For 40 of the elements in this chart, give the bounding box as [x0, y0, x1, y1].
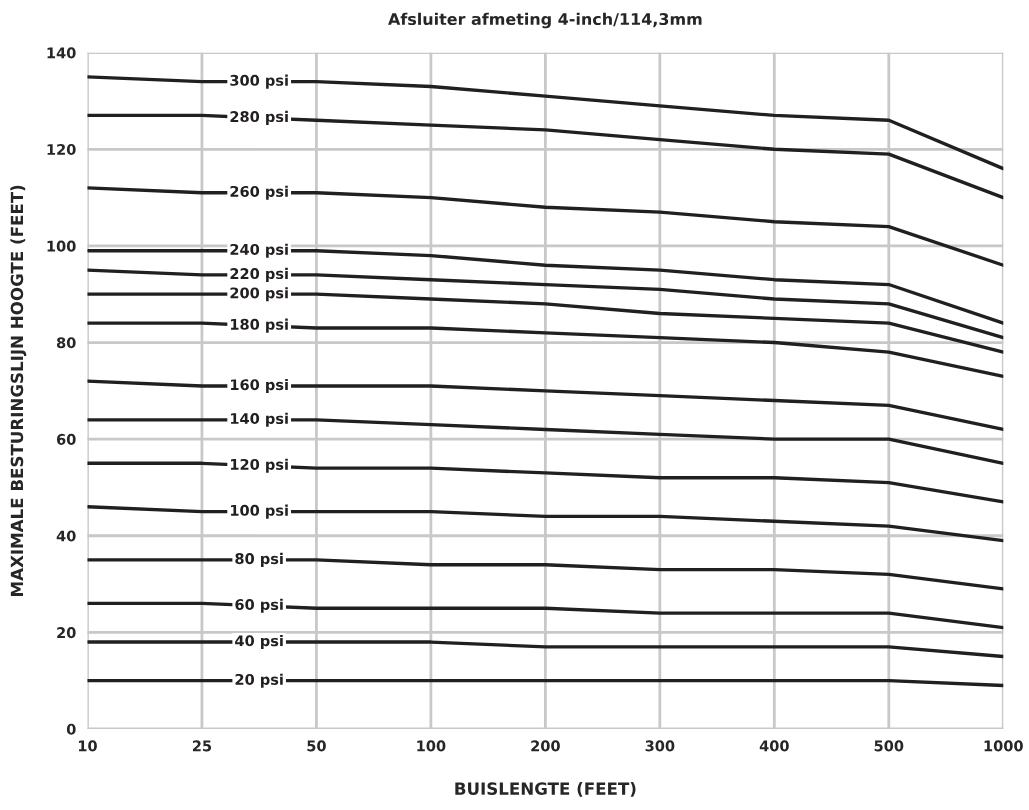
chart-title: Afsluiter afmeting 4-inch/114,3mm: [388, 12, 702, 29]
line-series: [87, 505, 1004, 543]
series-label: 240 psi: [230, 243, 288, 258]
series-label: 160 psi: [231, 378, 288, 394]
series-label: 280 psi: [230, 110, 288, 125]
series-label: 180 psi: [231, 318, 288, 333]
series-label: 40 psi: [235, 634, 283, 650]
x-tick-label: 400: [759, 740, 789, 752]
line-series: [87, 186, 1004, 267]
x-tick-label: 10: [78, 740, 97, 752]
series-label: 200 psi: [230, 287, 288, 302]
x-tick-label: 1000: [984, 740, 1023, 752]
y-axis-title: MAXIMALE BESTURINGSLIJN HOOGTE (FEET): [10, 185, 27, 596]
series-label: 80 psi: [235, 552, 283, 567]
series-label: 140 psi: [231, 412, 288, 427]
line-series: [87, 268, 1004, 340]
y-tick-label: 120: [47, 143, 76, 156]
series-label: 220 psi: [230, 267, 288, 282]
line-series: [87, 75, 1004, 171]
series-label: 60 psi: [235, 598, 283, 613]
series-label: 120 psi: [231, 458, 288, 473]
y-tick-label: 40: [56, 530, 76, 542]
x-tick-label: 300: [645, 740, 675, 752]
y-tick-label: 60: [56, 433, 76, 445]
series-label: 260 psi: [230, 185, 288, 200]
x-tick-label: 200: [531, 740, 560, 752]
y-tick-label: 80: [56, 337, 76, 349]
series-label: 100 psi: [231, 504, 288, 519]
x-tick-label: 500: [874, 740, 904, 752]
y-tick-label: 140: [47, 47, 76, 59]
series-label: 20 psi: [235, 673, 283, 688]
y-tick-label: 0: [66, 723, 76, 735]
series-label: 300 psi: [230, 74, 288, 89]
y-tick-label: 20: [57, 627, 76, 639]
y-tick-label: 100: [47, 240, 76, 252]
x-tick-label: 50: [307, 740, 326, 752]
x-tick-label: 100: [417, 740, 446, 752]
x-tick-label: 25: [192, 740, 212, 752]
x-axis-title: BUISLENGTE (FEET): [455, 782, 636, 797]
line-series: [87, 379, 1004, 432]
